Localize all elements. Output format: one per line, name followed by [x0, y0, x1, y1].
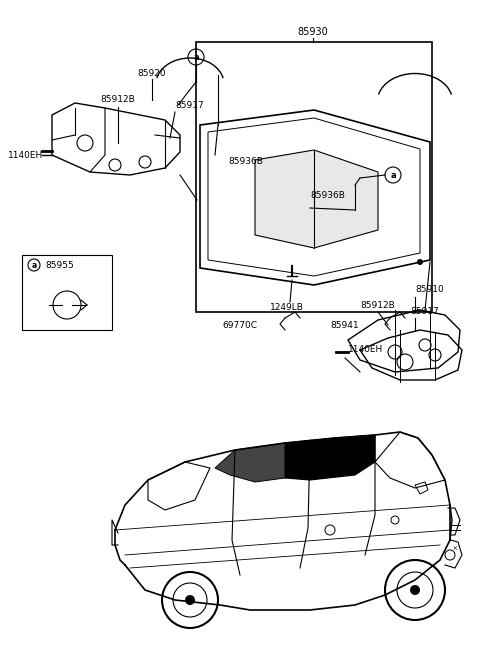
Polygon shape [215, 443, 285, 482]
Polygon shape [255, 150, 378, 248]
Polygon shape [285, 435, 375, 480]
Text: K: K [453, 546, 457, 550]
Text: 85930: 85930 [298, 27, 328, 37]
Text: 85920: 85920 [138, 68, 166, 77]
Text: 1140EH: 1140EH [348, 346, 383, 354]
Text: a: a [193, 52, 199, 62]
Bar [22, 255, 112, 330]
Text: 85912B: 85912B [101, 96, 135, 104]
Text: a: a [31, 260, 36, 270]
Circle shape [417, 259, 423, 265]
Text: 85936B: 85936B [310, 190, 345, 199]
Text: 85917: 85917 [410, 308, 439, 316]
Text: a: a [390, 171, 396, 180]
Bar [196, 42, 432, 312]
Text: 85955: 85955 [45, 260, 74, 270]
Text: 1249LB: 1249LB [270, 304, 304, 312]
Text: 85936B: 85936B [228, 157, 263, 167]
Text: 85941: 85941 [330, 321, 359, 329]
Text: 69770C: 69770C [222, 321, 257, 329]
Text: 85912B: 85912B [360, 300, 395, 310]
Circle shape [410, 585, 420, 595]
Text: 85917: 85917 [175, 100, 204, 110]
Circle shape [185, 595, 195, 605]
Text: 1140EH: 1140EH [8, 150, 43, 159]
Text: 85910: 85910 [415, 285, 444, 295]
